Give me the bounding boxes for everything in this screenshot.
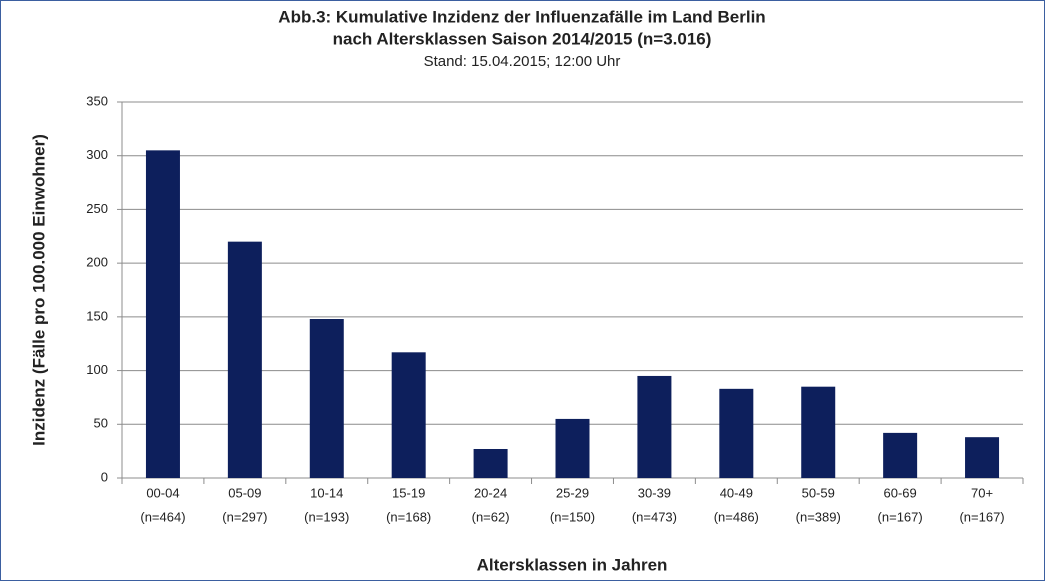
x-tick-count: (n=62) [472, 509, 510, 524]
x-tick-count: (n=473) [632, 509, 677, 524]
x-tick-count: (n=193) [304, 509, 349, 524]
bar [801, 386, 836, 478]
bar [309, 319, 344, 478]
x-tick-count: (n=464) [140, 509, 185, 524]
x-tick-label: 40-49 [720, 485, 753, 500]
bar [391, 352, 426, 478]
y-tick-label: 200 [86, 255, 108, 270]
y-tick-label: 300 [86, 147, 108, 162]
x-tick-count: (n=486) [714, 509, 759, 524]
x-tick-label: 10-14 [310, 485, 343, 500]
y-tick-label: 100 [86, 362, 108, 377]
x-tick-count: (n=389) [796, 509, 841, 524]
bar [883, 432, 918, 478]
x-tick-label: 50-59 [802, 485, 835, 500]
y-tick-label: 250 [86, 201, 108, 216]
bar [965, 437, 1000, 478]
x-tick-label: 60-69 [884, 485, 917, 500]
bar [719, 388, 754, 478]
y-tick-label: 150 [86, 308, 108, 323]
x-tick-label: 70+ [971, 485, 993, 500]
bar [637, 375, 672, 478]
x-tick-label: 05-09 [228, 485, 261, 500]
x-tick-label: 15-19 [392, 485, 425, 500]
x-tick-count: (n=167) [878, 509, 923, 524]
bar [555, 418, 590, 478]
x-tick-label: 30-39 [638, 485, 671, 500]
x-tick-label: 00-04 [146, 485, 179, 500]
chart-subtitle: Stand: 15.04.2015; 12:00 Uhr [424, 53, 621, 70]
x-tick-count: (n=297) [222, 509, 267, 524]
x-tick-count: (n=168) [386, 509, 431, 524]
x-axis-title: Altersklassen in Jahren [477, 555, 668, 574]
x-tick-label: 25-29 [556, 485, 589, 500]
x-tick-label: 20-24 [474, 485, 507, 500]
y-tick-label: 50 [94, 416, 108, 431]
chart-title: Abb.3: Kumulative Inzidenz der Influenza… [278, 7, 765, 26]
bar [145, 150, 180, 479]
bar [473, 448, 508, 478]
y-tick-label: 0 [101, 469, 108, 484]
x-tick-count: (n=150) [550, 509, 595, 524]
x-tick-count: (n=167) [959, 509, 1004, 524]
y-axis-title: Inzidenz (Fälle pro 100.000 Einwohner) [29, 134, 48, 446]
bar [227, 241, 262, 478]
chart-title: nach Altersklassen Saison 2014/2015 (n=3… [333, 29, 712, 48]
y-tick-label: 350 [86, 93, 108, 108]
